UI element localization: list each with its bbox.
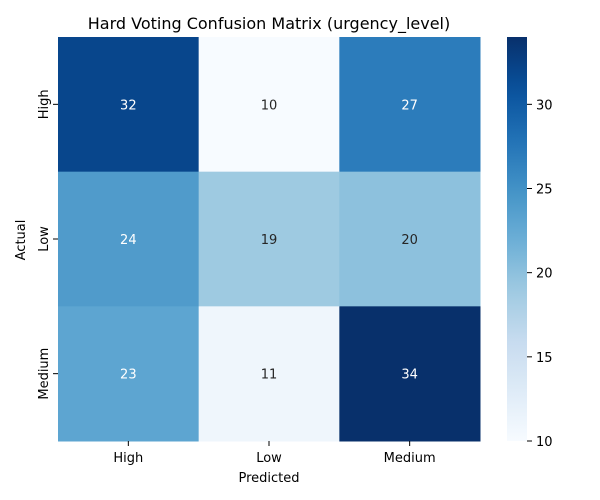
colorbar: 10 15 20 25 30 [507,37,553,450]
colorbar-tick-label: 25 [536,183,553,198]
y-tick-label: Medium [37,348,52,400]
cell-value-label: 34 [401,368,418,383]
cell-value-label: 32 [120,98,137,113]
colorbar-gradient [507,37,527,441]
cell-value-label: 10 [261,98,278,113]
colorbar-tick-label: 15 [536,351,553,366]
y-axis: High Low Medium [37,89,58,400]
cell-value-label: 11 [261,368,278,383]
colorbar-tick-label: 10 [536,435,553,450]
cell-value-label: 23 [120,368,137,383]
x-tick-label: High [113,451,143,466]
heatmap-cell [339,306,481,442]
y-tick-label: Low [37,226,52,252]
cell-value-label: 24 [120,233,137,248]
x-tick-label: Low [256,451,282,466]
y-axis-label: Actual [14,220,29,261]
heatmap-cell [58,171,200,307]
chart-title: Hard Voting Confusion Matrix (urgency_le… [88,14,450,34]
cell-value-label: 20 [401,233,418,248]
heatmap-cell [339,37,481,173]
colorbar-tick-label: 20 [536,267,553,282]
heatmap-cell [198,37,340,173]
x-axis-label: Predicted [238,471,299,486]
heatmap-cell [58,306,200,442]
heatmap-cells: 32 10 27 24 19 20 23 11 34 [58,37,481,442]
y-tick-label: High [37,89,52,119]
heatmap-cell [198,171,340,307]
heatmap-cell [58,37,200,173]
x-axis: High Low Medium [113,441,436,466]
colorbar-tick-label: 30 [536,98,553,113]
heatmap-cell [339,171,481,307]
heatmap-cell [198,306,340,442]
cell-value-label: 27 [401,98,418,113]
x-tick-label: Medium [384,451,436,466]
cell-value-label: 19 [261,233,278,248]
